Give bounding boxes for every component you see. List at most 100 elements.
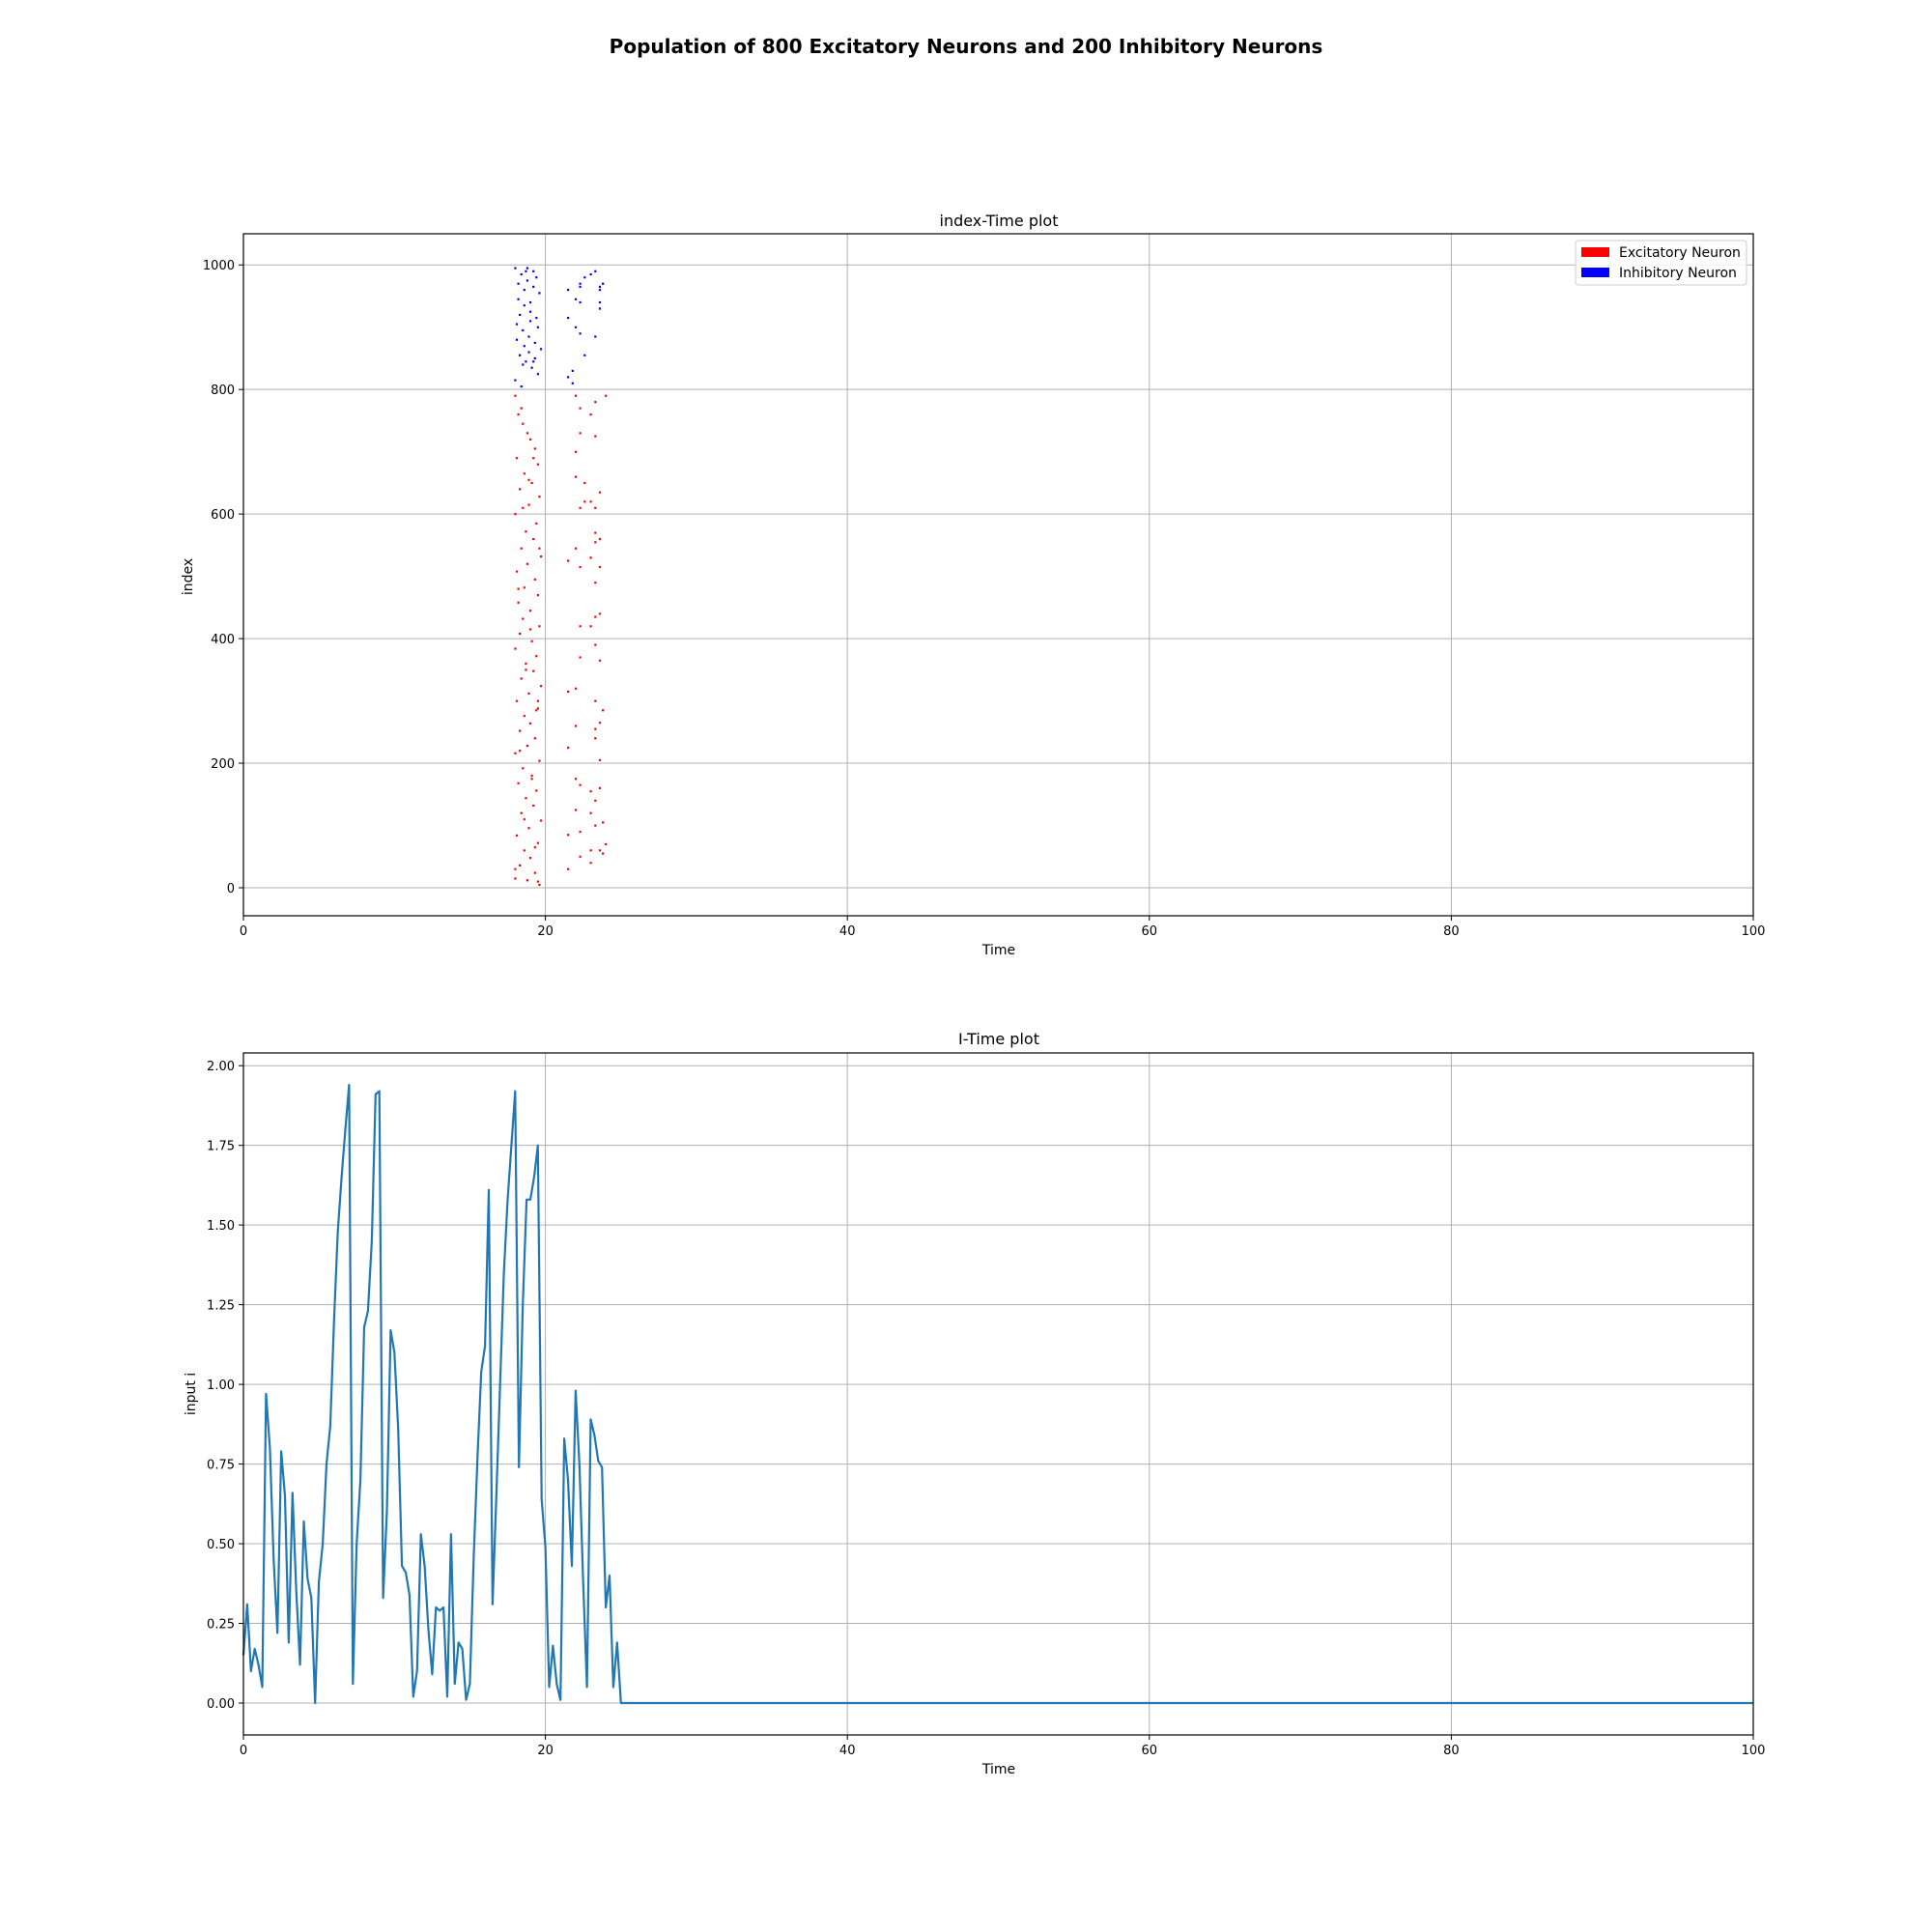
excitatory-spike-point [538,547,541,550]
excitatory-spike-point [579,783,582,786]
excitatory-spike-point [589,556,592,559]
excitatory-spike-point [589,811,592,814]
excitatory-spike-point [535,522,538,525]
excitatory-spike-point [579,565,582,569]
legend-label-inhibitory: Inhibitory Neuron [1619,266,1737,281]
excitatory-spike-point [532,804,535,808]
y-tick-label: 0.50 [207,1538,235,1552]
x-tick-label: 20 [537,924,554,939]
legend-label-excitatory: Excitatory Neuron [1619,245,1741,261]
x-tick-label: 60 [1142,924,1158,939]
inhibitory-spike-point [522,363,525,366]
excitatory-spike-point [598,659,602,662]
inhibitory-spike-point [523,304,526,307]
excitatory-spike-point [514,877,517,880]
raster-plot-title: index-Time plot [940,212,1059,230]
excitatory-spike-point [519,864,522,867]
inhibitory-spike-point [567,317,570,320]
excitatory-spike-point [522,617,525,620]
excitatory-spike-point [520,407,523,410]
inhibitory-spike-point [533,341,536,344]
inhibitory-spike-point [536,326,539,328]
inhibitory-spike-point [598,300,602,304]
excitatory-spike-point [594,541,597,544]
inhibitory-spike-point [520,385,523,388]
excitatory-spike-point [579,407,582,410]
inhibitory-spike-point [535,317,538,320]
input-plot-axes: I-Time plot 0 20 40 60 80 100 0.00 0.25 0.50 0.75… [184,1030,1765,1777]
y-tick-label: 1.50 [207,1219,235,1234]
x-tick-label: 20 [537,1744,554,1758]
excitatory-spike-point [529,722,532,724]
excitatory-spike-point [514,394,517,397]
inhibitory-spike-point [574,326,578,328]
excitatory-spike-point [598,758,602,761]
inhibitory-spike-point [515,323,519,326]
excitatory-spike-point [538,759,541,762]
excitatory-spike-point [594,401,597,404]
excitatory-spike-point [514,647,517,650]
excitatory-spike-point [515,457,519,460]
excitatory-spike-point [530,481,533,485]
input-plot-ticks: 0 20 40 60 80 100 0.00 0.25 0.50 0.75 1.00 1.25 1.50… [207,1060,1765,1758]
x-tick-label: 100 [1742,924,1766,939]
excitatory-spike-point [589,849,592,852]
y-tick-label: 0.00 [207,1697,235,1712]
inhibitory-spike-point [579,285,582,288]
excitatory-spike-point [598,565,602,569]
input-plot-line [242,1083,1753,1705]
excitatory-spike-point [522,506,525,509]
excitatory-spike-point [539,685,543,688]
inhibitory-spike-point [583,354,586,356]
inhibitory-spike-point [525,360,527,363]
excitatory-spike-point [594,737,597,740]
inhibitory-spike-point [514,379,517,382]
excitatory-spike-point [594,582,597,584]
excitatory-spike-point [594,699,597,702]
inhibitory-spike-point [533,356,536,360]
excitatory-spike-point [536,594,539,597]
excitatory-spike-point [527,692,530,695]
inhibitory-spike-point [515,338,519,341]
excitatory-spike-point [594,435,597,438]
inhibitory-spike-point [579,332,582,335]
inhibitory-spike-point [598,285,602,288]
inhibitory-spike-point [602,282,605,285]
excitatory-spike-point [517,413,520,416]
inhibitory-spike-point [530,366,533,369]
figure-suptitle: Population of 800 Excitatory Neurons and… [609,35,1323,58]
inhibitory-spike-point [567,376,570,379]
legend-frame [1575,240,1747,286]
y-tick-label: 400 [211,633,235,647]
excitatory-spike-point [515,699,519,702]
inhibitory-spike-point [579,282,582,285]
excitatory-spike-point [594,506,597,509]
inhibitory-spike-point [522,328,525,332]
inhibitory-spike-point [514,267,517,270]
excitatory-spike-point [522,422,525,425]
inhibitory-spike-point [520,272,523,276]
excitatory-spike-point [529,438,532,440]
excitatory-spike-point [605,842,608,846]
excitatory-spike-point [589,862,592,865]
excitatory-spike-point [529,857,532,860]
excitatory-spike-point [520,677,523,680]
inhibitory-spike-point [598,289,602,292]
inhibitory-spike-point [529,320,532,323]
excitatory-spike-point [598,612,602,615]
excitatory-spike-point [533,447,536,450]
excitatory-spike-point [519,729,522,732]
inhibitory-spike-point [567,289,570,292]
excitatory-spike-point [525,662,527,666]
excitatory-spike-point [574,394,578,397]
input-plot-grid [242,1053,1754,1735]
inhibitory-spike-point [523,289,526,292]
excitatory-spike-point [598,849,602,852]
y-tick-label: 2.00 [207,1060,235,1074]
excitatory-spike-point [605,394,608,397]
excitatory-spike-point [602,709,605,712]
excitatory-spike-point [574,778,578,781]
excitatory-spike-point [520,811,523,814]
legend-swatch-excitatory [1581,247,1609,257]
